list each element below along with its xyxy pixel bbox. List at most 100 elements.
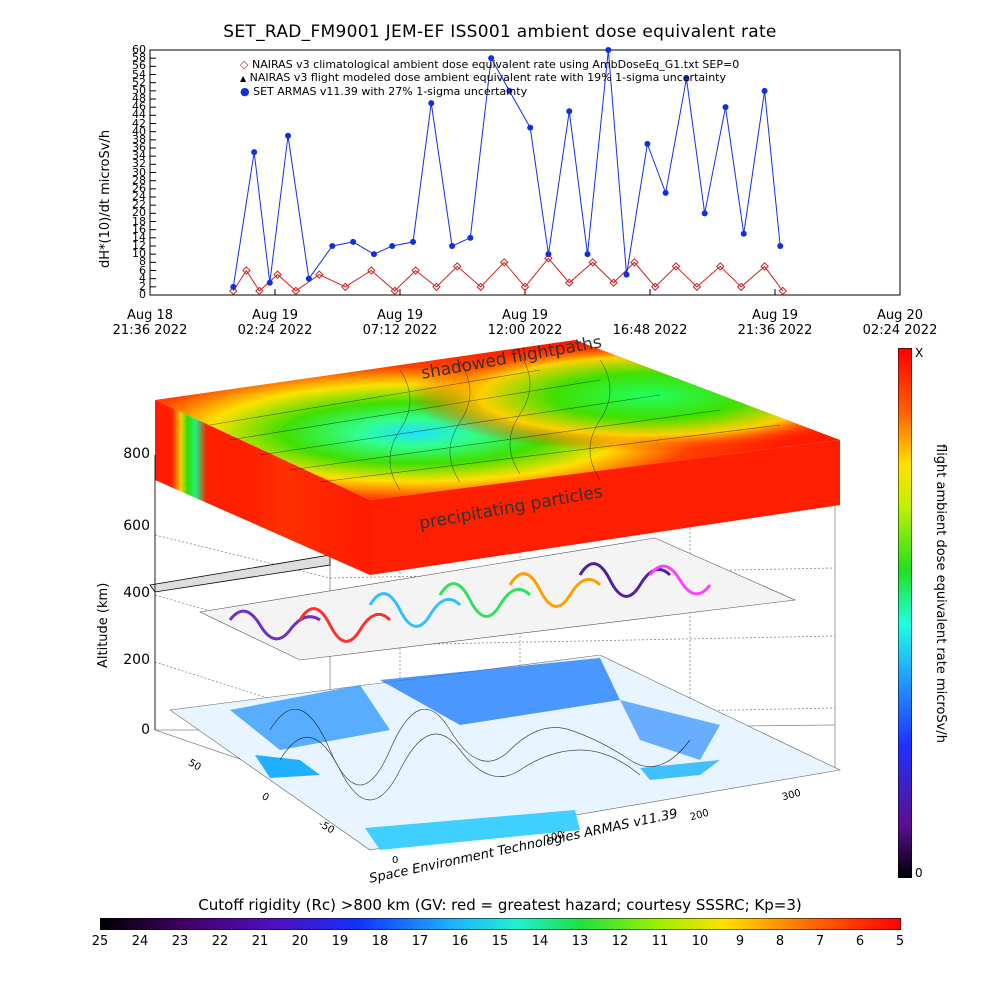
y-tick-label: 12 [132,239,146,252]
data-point [778,286,788,296]
data-point [605,47,612,53]
y-tick-label: 18 [132,214,146,228]
alt-tick-200: 200 [123,652,150,668]
rc-tick-label: 16 [451,934,469,949]
rc-tick-label: 25 [91,934,109,949]
data-point [609,278,618,287]
dose-colorbar [898,348,912,878]
data-point [329,243,336,249]
lon-tick-0: 0 [392,855,399,866]
rc-tick-label: 10 [691,934,709,949]
y-tick-label: 38 [132,132,146,146]
rc-tick-label: 15 [491,934,509,949]
rc-colorbar [100,918,901,930]
rc-tick-label: 13 [571,934,589,949]
alt-tick-600: 600 [123,518,150,534]
y-tick-label: 24 [132,190,146,203]
y-tick-label: 54 [132,67,146,81]
series-climatological [229,254,788,296]
y-tick-label: 6 [139,263,146,277]
y-tick-label: 30 [132,165,146,179]
rc-tick-label: 21 [251,934,269,949]
top-plot [149,47,901,296]
y-tick-label: 42 [132,116,146,130]
data-point [565,278,574,287]
data-point [499,258,509,267]
data-point [644,140,651,147]
data-point [588,258,597,267]
rc-tick-label: 20 [291,934,309,949]
x-tick-label: Aug 19 12:00 2022 [487,308,563,338]
y-tick-label: 20 [132,206,146,220]
data-point [671,262,681,271]
rc-tick-label: 7 [815,934,825,949]
legend-label-armas: SET ARMAS v11.39 with 27% 1-sigma uncert… [253,85,528,98]
flight-track-ribbon [149,537,797,661]
y-tick-label: 32 [132,157,146,171]
x-tick-label: Aug 20 02:24 2022 [862,308,938,338]
data-point [453,262,462,271]
legend-dot-icon: ● [240,85,250,98]
y-tick-label: 28 [132,173,146,187]
legend-item-climatological: ◇ NAIRAS v3 climatological ambient dose … [240,58,739,71]
series-line [232,257,784,292]
series-armas [230,47,784,290]
legend-triangle-icon: ▲ [240,74,247,83]
rc-tick-label: 9 [735,934,745,949]
data-point [722,104,729,111]
data-point [662,189,669,196]
x-tick-label: Aug 19 21:36 2022 [737,308,813,338]
altitude-axis-label: Altitude (km) [96,582,111,668]
data-point [761,87,768,94]
data-point [350,238,357,245]
data-point [467,234,474,241]
chart-title: SET_RAD_FM9001 JEM-EF ISS001 ambient dos… [223,22,777,42]
alt-tick-400: 400 [123,585,150,601]
x-tick-label: 16:48 2022 [612,323,688,338]
data-point [315,270,324,279]
data-point [630,258,639,267]
rc-colorbar-title: Cutoff rigidity (Rc) >800 km (GV: red = … [198,896,802,914]
data-point [285,132,292,139]
data-point [266,279,273,286]
data-point [390,286,400,296]
data-point [255,286,264,296]
data-point [777,243,784,249]
rc-tick-label: 14 [531,934,549,949]
x-tick-label: Aug 19 07:12 2022 [362,308,438,338]
y-tick-label: 60 [132,43,146,56]
legend-item-flight-modeled: ▲ NAIRAS v3 flight modeled dose ambient … [240,71,739,85]
dose-colorbar-label: flight ambient dose equivalent rate micr… [933,444,948,743]
data-point [760,262,769,271]
data-point [410,238,417,245]
rc-tick-label: 6 [855,934,865,949]
data-point [389,243,396,249]
y-tick-label: 22 [132,198,146,212]
legend-label-flight-modeled: NAIRAS v3 flight modeled dose ambient eq… [249,71,726,84]
data-point [527,124,534,131]
data-point [341,282,350,292]
y-tick-label: 26 [132,181,146,195]
y-tick-label: 46 [132,100,146,114]
y-tick-label: 56 [132,59,146,73]
x-tick-label: Aug 18 21:36 2022 [112,308,188,338]
y-tick-label: 34 [132,149,146,163]
y-tick-label: 52 [132,75,146,89]
y-tick-label: 14 [132,230,146,244]
rc-tick-label: 12 [611,934,629,949]
data-point [291,286,301,296]
y-tick-label: 2 [139,279,146,293]
data-point [566,108,573,115]
y-tick-label: 4 [139,271,146,285]
data-point [545,251,552,258]
legend-item-armas: ● SET ARMAS v11.39 with 27% 1-sigma unce… [240,85,739,98]
data-point [432,282,441,292]
y-tick-label: 40 [132,124,146,138]
y-tick-label: 44 [132,108,146,122]
dose-colorbar-bottom-tick: 0 [915,866,923,880]
data-point [740,230,747,237]
data-point [230,283,237,290]
data-point [692,282,702,292]
rc-tick-label: 18 [371,934,389,949]
y-tick-label: 16 [132,222,146,236]
